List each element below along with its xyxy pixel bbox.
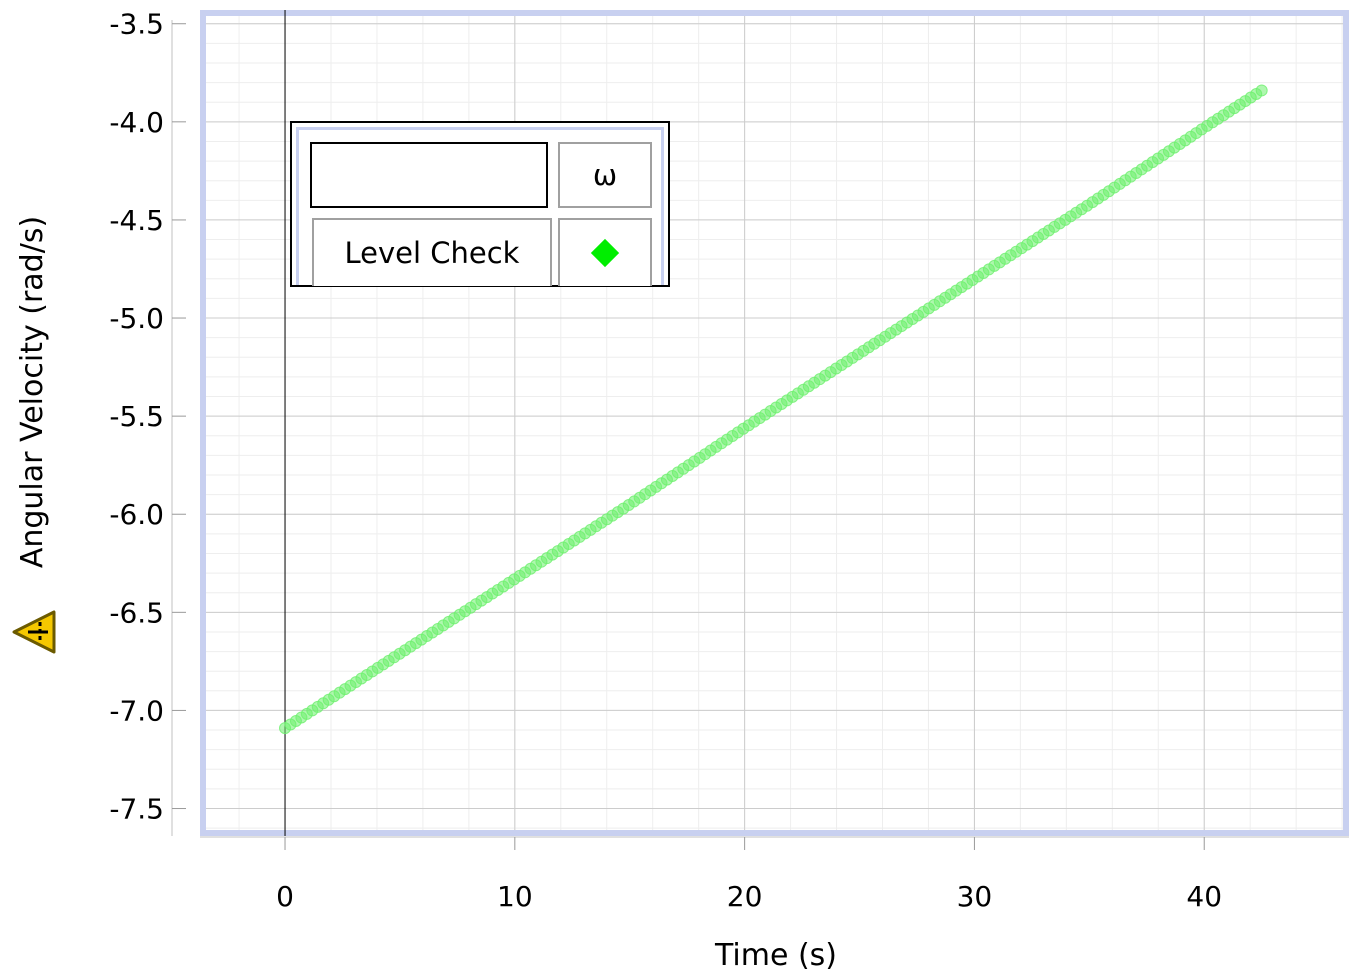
warning-triangle-icon[interactable] (10, 608, 58, 654)
x-tick-label: 20 (727, 880, 763, 913)
y-axis-title: Angular Velocity (rad/s) (15, 216, 50, 568)
y-tick-label: -4.0 (109, 106, 164, 139)
y-tick-label: -7.5 (109, 793, 164, 826)
x-tick-label: 0 (276, 880, 294, 913)
legend-diamond-marker (590, 238, 620, 268)
y-tick-label: -7.0 (109, 694, 164, 727)
x-axis-title: Time (s) (714, 938, 837, 970)
y-tick-labels: -3.5 -4.0 -4.5 -5.0 -5.5 -6.0 -6.5 -7.0 -7.5 (109, 8, 164, 826)
y-tick-label: -6.5 (109, 596, 164, 629)
y-tick-label: -5.5 (109, 400, 164, 433)
legend-marker-cell[interactable] (558, 218, 652, 286)
y-tick-label: -4.5 (109, 204, 164, 237)
data-point (1255, 84, 1268, 97)
x-tick-label: 30 (957, 880, 993, 913)
legend: ω Level Check (290, 121, 670, 287)
y-tick-label: -3.5 (109, 8, 164, 41)
axes (171, 20, 1349, 850)
x-tick-labels: 0 10 20 30 40 (276, 880, 1222, 913)
plot-area-frame (200, 10, 1349, 836)
legend-symbol-header: ω (558, 142, 652, 208)
legend-frame (296, 127, 664, 285)
legend-name-header[interactable] (310, 142, 548, 208)
y-tick-label: -5.0 (109, 302, 164, 335)
x-tick-label: 40 (1186, 880, 1222, 913)
y-tick-label: -6.0 (109, 498, 164, 531)
x-tick-label: 10 (497, 880, 533, 913)
data-points (279, 84, 1268, 735)
legend-series-name[interactable]: Level Check (312, 218, 552, 286)
